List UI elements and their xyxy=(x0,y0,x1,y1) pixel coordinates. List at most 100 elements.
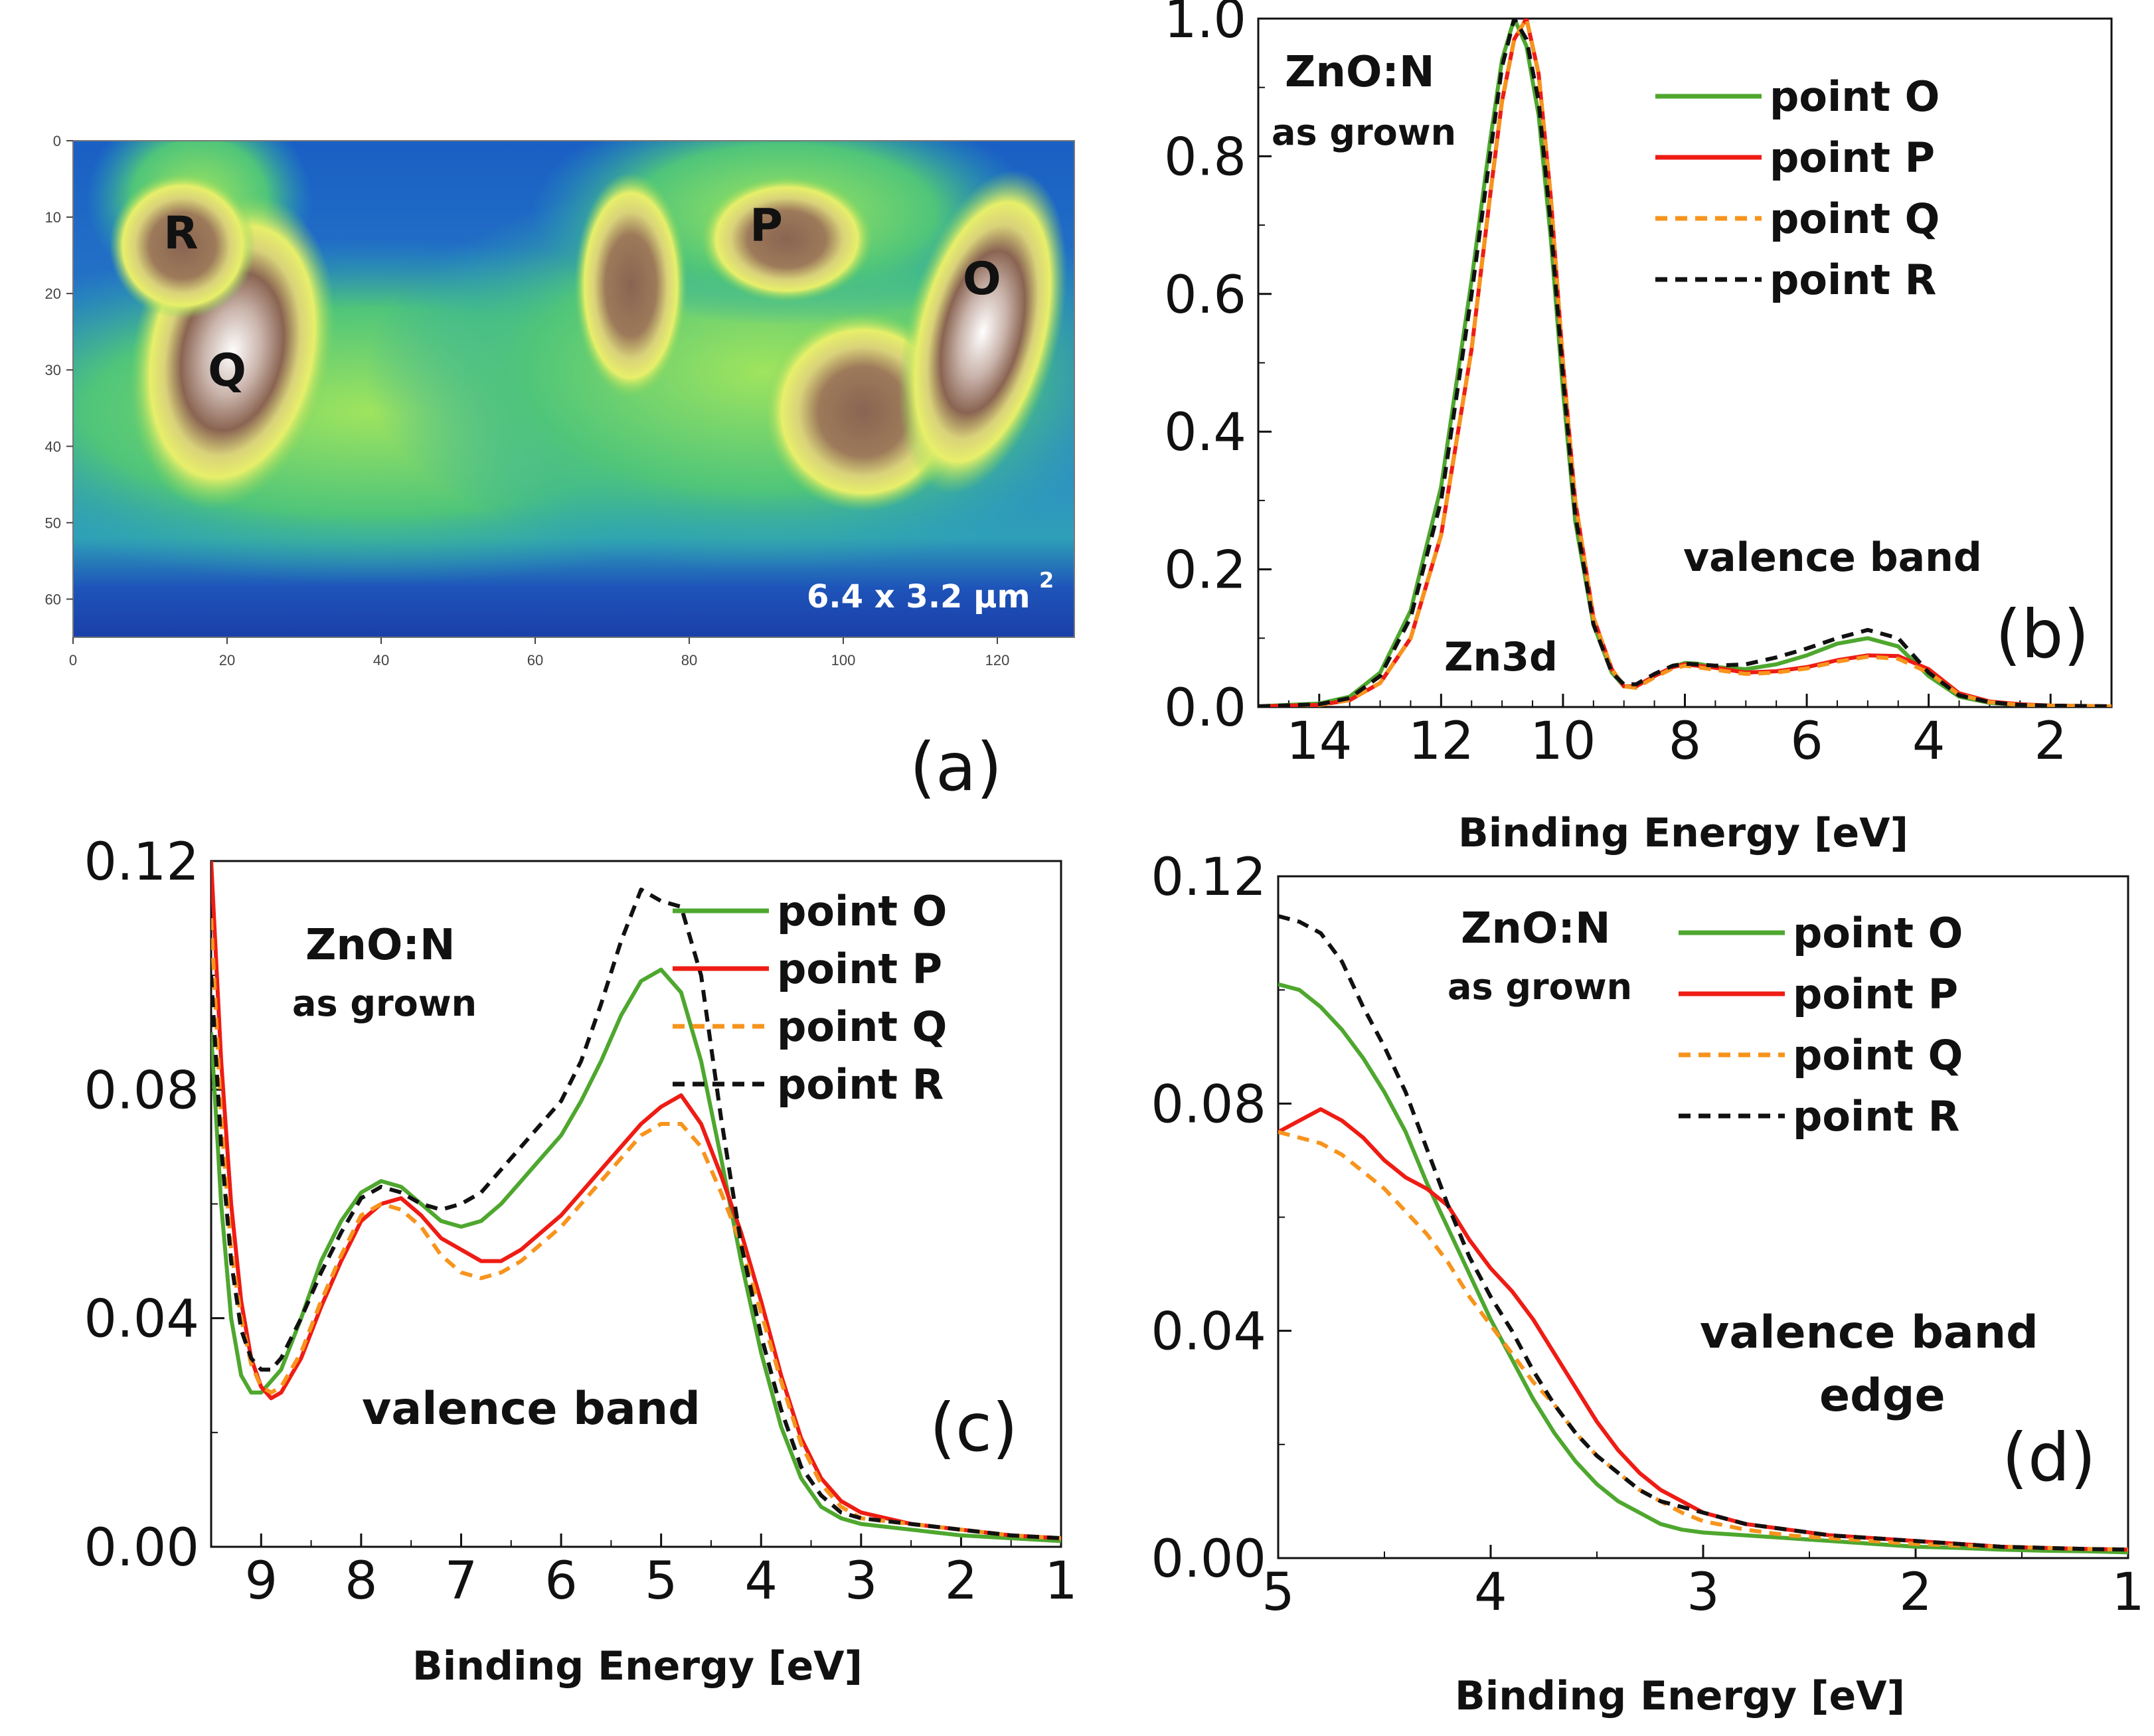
chart-c-xtick-label: 6 xyxy=(544,1551,578,1611)
chart-c-plot: 9 8 7 6 5 4 3 2 1 0.00 0.04 0.08 0.12 point O point P p… xyxy=(84,832,1077,1611)
chart-c-legend-label-Q: point Q xyxy=(777,1002,947,1051)
chart-d-series-R xyxy=(1278,914,2128,1552)
chart-c-xtick-label: 9 xyxy=(244,1551,278,1611)
chart-b-xtick-label: 10 xyxy=(1530,712,1596,771)
chart-c-xtick-label: 5 xyxy=(645,1551,678,1611)
chart-c-xlabel: Binding Energy [eV] xyxy=(412,1643,863,1690)
chart-b-xtick-label: 8 xyxy=(1669,712,1702,771)
chart-b-xlabel: Binding Energy [eV] xyxy=(1458,810,1908,856)
chart-c-series-Q xyxy=(211,917,1061,1541)
chart-d-ytick-label: 0.08 xyxy=(1151,1075,1266,1135)
chart-d-xtick-label: 1 xyxy=(2112,1563,2145,1622)
panel-label-b: (b) xyxy=(1995,595,2090,673)
chart-c-xtick-label: 2 xyxy=(945,1551,978,1611)
map-xtick-label: 40 xyxy=(373,652,389,669)
map-point-R: R xyxy=(163,207,198,260)
chart-b-xtick-label: 4 xyxy=(1912,712,1946,771)
chart-d-condition: as grown xyxy=(1448,966,1632,1008)
chart-b-legend: point O point P point Q point R xyxy=(1655,72,1940,304)
panel-label-c: (c) xyxy=(930,1389,1018,1466)
chart-d-xtick-label: 5 xyxy=(1262,1563,1295,1622)
chart-c-series-R xyxy=(211,888,1061,1541)
map-point-P: P xyxy=(750,200,783,252)
map-ytick-label: 60 xyxy=(45,591,61,607)
map-xtick-label: 0 xyxy=(69,652,77,669)
chart-b-ytick-label: 0.8 xyxy=(1164,127,1246,187)
chart-c-series-P xyxy=(211,861,1061,1541)
chart-b-series-Q xyxy=(1258,19,2112,707)
chart-b-ytick-label: 0.2 xyxy=(1164,541,1246,601)
map-xtick-label: 60 xyxy=(527,652,543,669)
map-xtick-label: 120 xyxy=(985,652,1010,669)
chart-d-legend-label-O: point O xyxy=(1793,909,1963,957)
map-scale-superscript: 2 xyxy=(1039,568,1054,593)
chart-c-xtick-label: 7 xyxy=(445,1551,478,1611)
chart-d-ytick-label: 0.00 xyxy=(1151,1530,1266,1589)
chart-d-sample: ZnO:N xyxy=(1461,904,1611,953)
map-ytick-label: 10 xyxy=(45,209,61,226)
chart-c-xtick-label: 3 xyxy=(845,1551,878,1611)
chart-b-ytick-label: 0.4 xyxy=(1164,403,1246,463)
map-ytick-label: 30 xyxy=(45,362,61,378)
chart-c-legend: point O point P point Q point R xyxy=(673,887,947,1109)
chart-b-xtick-label: 2 xyxy=(2034,712,2067,771)
chart-b-legend-label-O: point O xyxy=(1770,72,1940,121)
chart-b-series-group xyxy=(1258,19,2112,707)
map-panel: 0 20 40 60 80 100 120 0 10 20 30 40 50 60 R Q P O 6.4 x … xyxy=(45,133,1075,806)
chart-c-series-group xyxy=(211,861,1061,1543)
chart-d-legend-label-Q: point Q xyxy=(1793,1031,1963,1079)
chart-d-xtick-label: 2 xyxy=(1899,1563,1932,1622)
chart-c-ytick-label: 0.08 xyxy=(84,1061,199,1121)
chart-c-ytick-label: 0.00 xyxy=(84,1518,199,1578)
chart-d-xlabel: Binding Energy [eV] xyxy=(1455,1673,1905,1719)
chart-b-legend-label-R: point R xyxy=(1770,256,1936,304)
chart-c: (c) Binding Energy [eV] ZnO:N as grown v… xyxy=(292,921,1018,1690)
panel-label-d: (d) xyxy=(2002,1419,2096,1496)
chart-d-region-label-1: valence band xyxy=(1700,1306,2038,1359)
panel-label-a: (a) xyxy=(910,728,1002,806)
chart-d-legend-label-R: point R xyxy=(1793,1092,1959,1141)
chart-b-series-R xyxy=(1258,19,2112,707)
chart-d-ytick-label: 0.12 xyxy=(1151,848,1266,907)
map-point-labels: R Q P O xyxy=(163,200,1001,398)
map-xtick-label: 20 xyxy=(219,652,235,669)
chart-c-xtick-label: 8 xyxy=(345,1551,378,1611)
chart-c-ytick-label: 0.12 xyxy=(84,832,199,892)
chart-c-legend-label-O: point O xyxy=(777,887,947,935)
chart-b-sample: ZnO:N xyxy=(1285,48,1435,97)
map-ytick-label: 0 xyxy=(53,133,61,149)
map-scale-text: 6.4 x 3.2 μm xyxy=(807,578,1031,615)
map-xtick-label: 100 xyxy=(831,652,856,669)
chart-d-xtick-label: 3 xyxy=(1687,1563,1720,1622)
chart-d-legend-label-P: point P xyxy=(1793,970,1958,1018)
chart-b-ytick-label: 0.6 xyxy=(1164,266,1246,325)
chart-b-peak-label: Zn3d xyxy=(1444,634,1558,680)
chart-c-condition: as grown xyxy=(292,983,477,1024)
chart-c-xtick-label: 1 xyxy=(1044,1551,1078,1611)
chart-d: (d) Binding Energy [eV] ZnO:N as grown v… xyxy=(1448,904,2096,1719)
map-ytick-label: 40 xyxy=(45,438,61,455)
map-ytick-label: 20 xyxy=(45,285,61,302)
chart-b-ytick-label: 1.0 xyxy=(1164,0,1246,50)
map-image xyxy=(73,141,1074,637)
chart-b-legend-label-P: point P xyxy=(1770,133,1935,182)
map-ytick-label: 50 xyxy=(45,514,61,531)
chart-c-xtick-label: 4 xyxy=(744,1551,778,1611)
chart-c-sample: ZnO:N xyxy=(305,921,456,970)
chart-c-ytick-label: 0.04 xyxy=(84,1290,199,1350)
chart-b-condition: as grown xyxy=(1272,112,1456,153)
map-xtick-label: 80 xyxy=(681,652,697,669)
chart-c-region-label: valence band xyxy=(362,1383,701,1435)
chart-b-xtick-label: 12 xyxy=(1408,712,1474,771)
chart-c-legend-label-P: point P xyxy=(777,945,942,993)
chart-b-xtick-label: 6 xyxy=(1790,712,1823,771)
chart-d-frame xyxy=(1277,875,2129,1559)
chart-b-ytick-label: 0.0 xyxy=(1164,678,1246,738)
chart-b-xtick-label: 14 xyxy=(1286,712,1352,771)
chart-d-ytick-label: 0.04 xyxy=(1151,1302,1266,1362)
chart-b-legend-label-Q: point Q xyxy=(1770,195,1940,243)
chart-d-region-label-2: edge xyxy=(1819,1370,1946,1422)
chart-d-xtick-label: 4 xyxy=(1474,1563,1507,1622)
